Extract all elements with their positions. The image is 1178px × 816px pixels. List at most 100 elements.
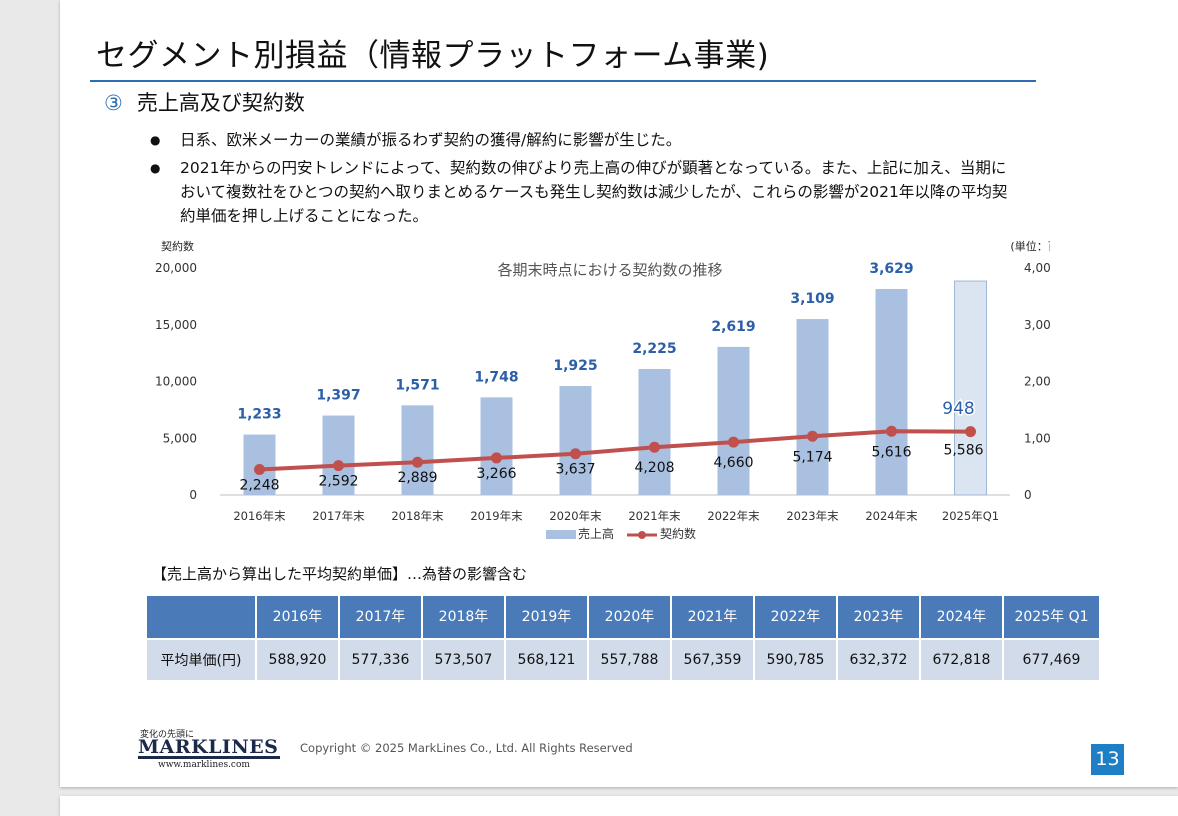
line-point-contracts (412, 456, 423, 468)
category-label: 2018年末 (391, 509, 444, 523)
logo-wordmark: MARKLINES (138, 736, 279, 758)
line-point-contracts (570, 448, 581, 460)
table-header-row: 2016年 2017年 2018年 2019年 2020年 2021年 2022… (147, 596, 1099, 638)
left-axis-tick: 5,000 (163, 431, 197, 445)
year-header: 2017年 (340, 596, 421, 638)
bullet-dot-icon: ● (150, 161, 161, 175)
year-header: 2024年 (921, 596, 1002, 638)
table-cell: 568,121 (506, 640, 587, 680)
bullet-text: 日系、欧米メーカーの業績が振るわず契約の獲得/解約に影響が生じた。 (180, 131, 682, 149)
line-data-label: 5,174 (792, 449, 832, 465)
line-data-label: 4,660 (713, 455, 753, 471)
year-header: 2025年 Q1 (1004, 596, 1099, 638)
bar-sales (954, 280, 987, 496)
category-label: 2020年末 (549, 509, 602, 523)
category-label: 2016年末 (233, 509, 286, 523)
bar-sales (401, 405, 434, 495)
year-header: 2018年 (423, 596, 504, 638)
bullet-list: ● 日系、欧米メーカーの業績が振るわず契約の獲得/解約に影響が生じた。 ● 20… (150, 128, 1010, 232)
year-header: 2019年 (506, 596, 587, 638)
category-label: 2022年末 (707, 509, 760, 523)
table-cell: 672,818 (921, 640, 1002, 680)
copyright-notice: Copyright © 2025 MarkLines Co., Ltd. All… (300, 741, 633, 755)
category-label: 2019年末 (470, 509, 523, 523)
left-axis-tick: 0 (189, 488, 197, 502)
table-cell: 632,372 (838, 640, 919, 680)
table-cell: 557,788 (589, 640, 670, 680)
left-axis-tick: 15,000 (155, 318, 197, 332)
table-cell: 677,469 (1004, 640, 1099, 680)
right-axis-tick: 0 (1024, 488, 1032, 502)
average-unit-price-table: 2016年 2017年 2018年 2019年 2020年 2021年 2022… (145, 594, 1101, 682)
legend-swatch-sales (546, 530, 576, 539)
bar-data-label: 1,925 (553, 358, 597, 374)
line-point-contracts (886, 425, 897, 437)
right-axis-tick: 2,000 (1024, 375, 1050, 389)
title-divider (90, 80, 1036, 82)
line-point-contracts (807, 430, 818, 442)
bar-data-label: 948 (942, 399, 974, 419)
right-axis-title: (単位：百万円) (1010, 239, 1050, 253)
bar-data-label: 3,109 (790, 291, 834, 307)
left-axis-title: 契約数 (161, 239, 194, 253)
category-label: 2023年末 (786, 509, 839, 523)
bar-sales (796, 319, 829, 495)
right-axis-tick: 1,000 (1024, 431, 1050, 445)
section-heading: ③ 売上高及び契約数 (104, 87, 305, 117)
row-label: 平均単価(円) (147, 640, 255, 680)
line-data-label: 5,616 (871, 444, 911, 460)
line-point-contracts (491, 452, 502, 464)
legend-label-sales: 売上高 (578, 526, 614, 541)
section-heading-text: 売上高及び契約数 (136, 91, 305, 115)
bar-sales (638, 369, 671, 495)
bar-data-label: 2,619 (711, 319, 755, 335)
table-cell: 590,785 (755, 640, 836, 680)
section-number: ③ (104, 91, 123, 115)
line-data-label: 4,208 (634, 460, 674, 476)
right-axis-tick: 3,000 (1024, 318, 1050, 332)
bar-data-label: 1,397 (316, 388, 360, 404)
page-title: セグメント別損益（情報プラットフォーム事業) (96, 38, 770, 74)
year-header: 2022年 (755, 596, 836, 638)
year-header: 2020年 (589, 596, 670, 638)
line-point-contracts (254, 463, 265, 475)
bar-data-label: 1,233 (237, 407, 281, 423)
line-point-contracts (728, 436, 739, 448)
series-line-contracts (259, 429, 971, 472)
logo-underline (138, 756, 280, 759)
line-data-label: 5,586 (943, 443, 983, 459)
line-point-contracts (333, 460, 344, 472)
legend-label-contracts: 契約数 (660, 526, 696, 541)
chart-svg: 契約数 (単位：百万円) 各期末時点における契約数の推移 0 5,000 10,00… (155, 239, 1050, 541)
line-data-label: 3,266 (476, 466, 516, 482)
table-cell: 567,359 (672, 640, 753, 680)
bar-data-label: 2,225 (632, 341, 676, 357)
year-header: 2021年 (672, 596, 753, 638)
left-axis-tick: 10,000 (155, 375, 197, 389)
bullet-dot-icon: ● (150, 133, 161, 147)
year-header: 2023年 (838, 596, 919, 638)
bar-sales (322, 415, 355, 495)
category-label: 2025年Q1 (942, 509, 999, 523)
line-data-label: 2,592 (318, 474, 358, 490)
line-data-label: 2,248 (239, 477, 279, 493)
legend-marker-contracts (638, 531, 646, 539)
bar-sales (717, 346, 750, 495)
category-label: 2017年末 (312, 509, 365, 523)
table-cell: 577,336 (340, 640, 421, 680)
bullet-item: ● 日系、欧米メーカーの業績が振るわず契約の獲得/解約に影響が生じた。 (150, 128, 1010, 152)
marklines-logo: 変化の先頭に MARKLINES www.marklines.com (138, 727, 283, 772)
bullet-text: 2021年からの円安トレンドによって、契約数の伸びより売上高の伸びが顕著となって… (180, 159, 1008, 225)
table-corner-cell (147, 596, 255, 638)
bar-data-label: 1,571 (395, 377, 439, 393)
bar-sales (559, 386, 592, 495)
bar-sales (480, 397, 513, 495)
category-label: 2021年末 (628, 509, 681, 523)
line-point-contracts (965, 426, 976, 438)
combo-chart: 契約数 (単位：百万円) 各期末時点における契約数の推移 0 5,000 10,00… (90, 230, 1050, 550)
line-data-label: 2,889 (397, 470, 437, 486)
next-slide-edge (60, 796, 1178, 816)
left-axis-tick: 20,000 (155, 261, 197, 275)
chart-title: 各期末時点における契約数の推移 (497, 261, 722, 279)
logo-url: www.marklines.com (158, 760, 250, 770)
